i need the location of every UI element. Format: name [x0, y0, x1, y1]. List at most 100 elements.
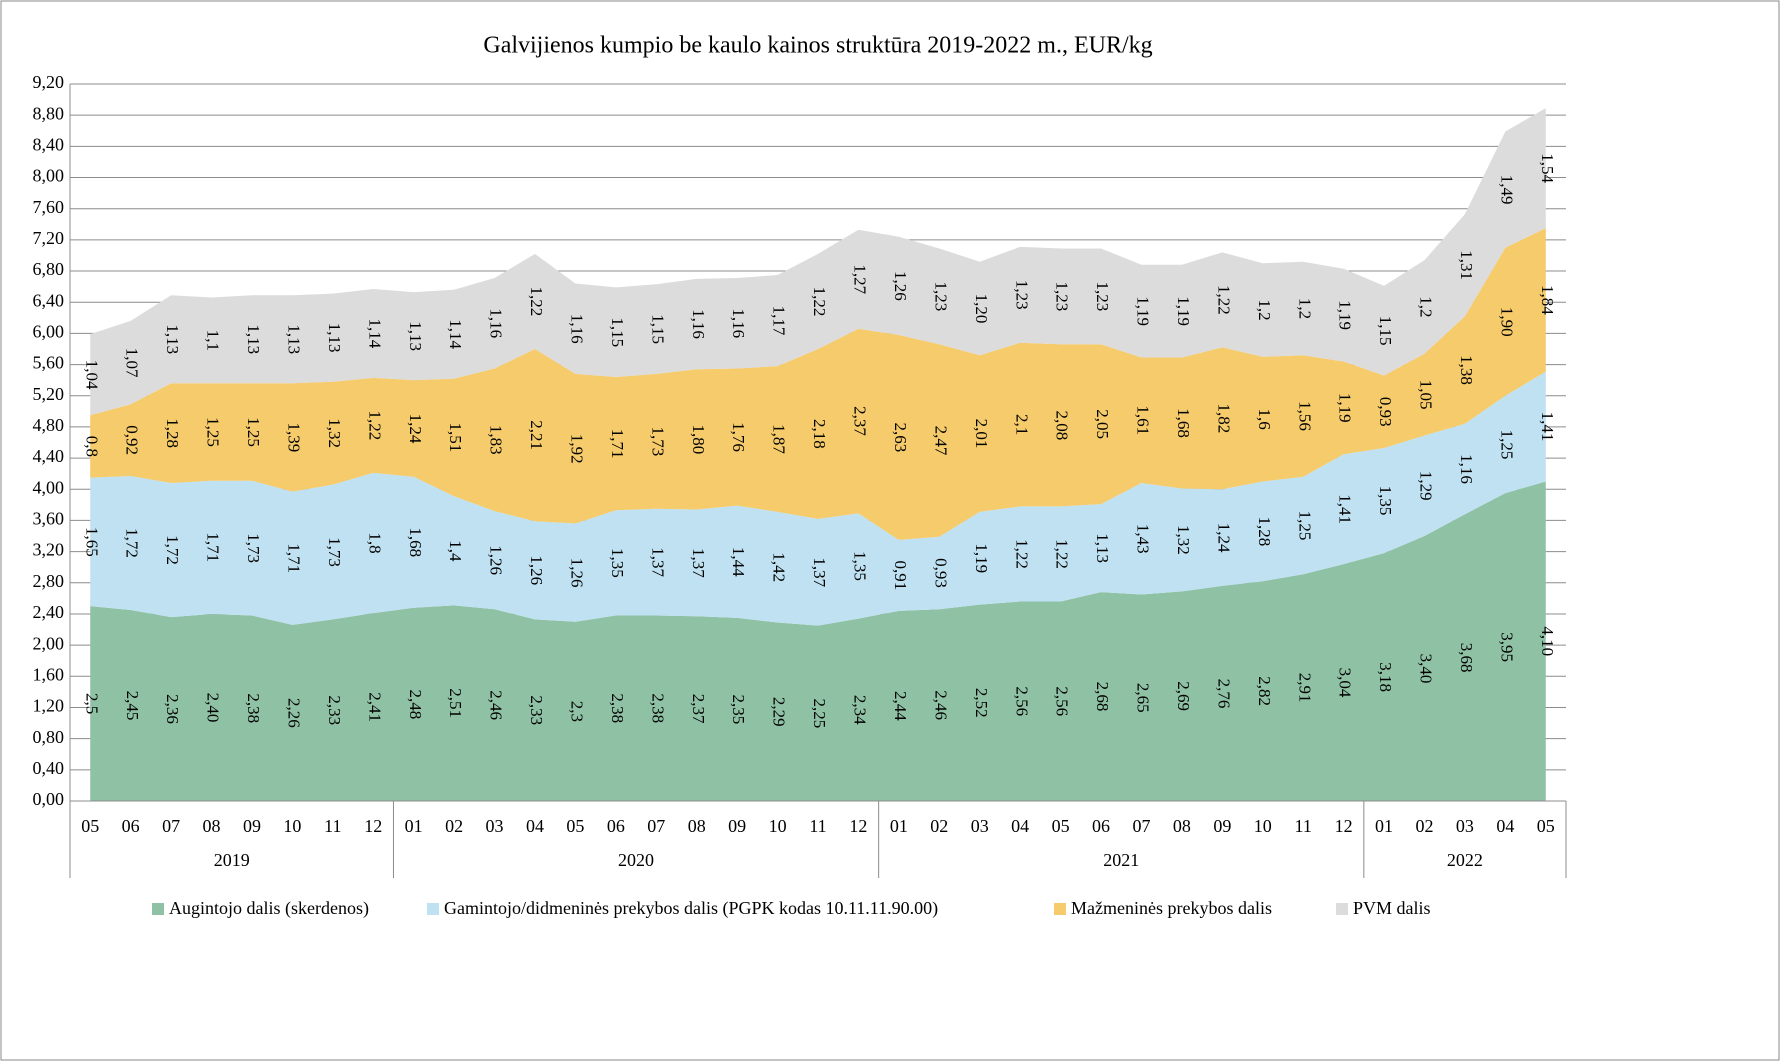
data-label: 1,15: [648, 314, 667, 344]
legend-label: Augintojo dalis (skerdenos): [169, 898, 369, 919]
y-tick-label: 4,40: [33, 446, 65, 466]
x-tick-label: 11: [1295, 816, 1312, 836]
x-tick-label: 05: [81, 816, 99, 836]
data-label: 1,14: [365, 319, 384, 349]
data-label: 1,19: [1336, 300, 1355, 330]
data-label: 2,3: [567, 701, 586, 722]
data-label: 1,41: [1538, 412, 1557, 442]
data-label: 1,8: [365, 532, 384, 553]
legend-swatch: [1054, 903, 1066, 915]
data-label: 1,71: [204, 532, 223, 562]
data-label: 1,19: [1134, 296, 1153, 326]
data-label: 1,42: [770, 552, 789, 582]
data-label: 2,44: [891, 691, 910, 721]
data-label: 2,69: [1174, 681, 1193, 711]
y-tick-label: 5,60: [33, 353, 65, 373]
x-tick-label: 08: [688, 816, 706, 836]
data-label: 1,23: [1012, 280, 1031, 310]
data-label: 3,18: [1376, 662, 1395, 692]
x-tick-label: 11: [324, 816, 341, 836]
data-label: 1,15: [1376, 316, 1395, 346]
y-tick-label: 7,20: [33, 228, 65, 248]
y-tick-label: 2,00: [33, 633, 65, 653]
x-tick-label: 03: [1456, 816, 1474, 836]
data-label: 2,56: [1053, 686, 1072, 716]
data-label: 1,54: [1538, 153, 1557, 183]
x-tick-label: 01: [1375, 816, 1393, 836]
data-label: 1,73: [325, 537, 344, 567]
data-label: 1,68: [406, 527, 425, 557]
data-label: 1,35: [608, 548, 627, 578]
data-label: 1,6: [1255, 408, 1274, 429]
x-tick-label: 01: [890, 816, 908, 836]
data-label: 1,28: [163, 418, 182, 448]
y-tick-label: 7,60: [33, 197, 65, 217]
data-label: 1,25: [1497, 430, 1516, 460]
y-tick-label: 1,20: [33, 696, 65, 716]
data-label: 2,47: [931, 426, 950, 456]
x-tick-label: 09: [1213, 816, 1231, 836]
data-label: 1,26: [567, 558, 586, 588]
data-label: 1,72: [163, 535, 182, 565]
data-label: 1,26: [487, 545, 506, 575]
data-label: 1,22: [1214, 285, 1233, 315]
data-label: 1,16: [1457, 454, 1476, 484]
data-label: 1,2: [1295, 298, 1314, 319]
data-label: 1,37: [648, 547, 667, 577]
x-tick-label: 12: [364, 816, 382, 836]
legend-swatch: [427, 903, 439, 915]
data-label: 1,4: [446, 540, 465, 562]
data-label: 3,04: [1336, 668, 1355, 698]
data-label: 2,65: [1134, 683, 1153, 713]
data-label: 1,20: [972, 294, 991, 324]
data-label: 1,37: [810, 557, 829, 587]
chart-title: Galvijienos kumpio be kaulo kainos struk…: [483, 33, 1152, 59]
y-tick-label: 5,20: [33, 384, 65, 404]
data-label: 1,13: [244, 324, 263, 354]
data-label: 1,51: [446, 423, 465, 453]
data-label: 1,26: [891, 271, 910, 301]
data-label: 1,25: [244, 417, 263, 447]
x-tick-label: 05: [1537, 816, 1555, 836]
y-tick-label: 8,00: [33, 166, 65, 186]
data-label: 1,65: [82, 527, 101, 557]
data-label: 2,26: [284, 698, 303, 728]
data-label: 1,71: [608, 429, 627, 459]
data-label: 1,56: [1295, 401, 1314, 431]
data-label: 1,22: [365, 410, 384, 440]
data-label: 1,28: [1255, 516, 1274, 546]
x-tick-label: 06: [122, 816, 140, 836]
data-label: 2,40: [204, 693, 223, 723]
x-tick-label: 08: [1173, 816, 1191, 836]
x-tick-label: 03: [971, 816, 989, 836]
data-label: 2,82: [1255, 676, 1274, 706]
x-tick-label: 10: [769, 816, 787, 836]
data-label: 1,41: [1336, 494, 1355, 524]
data-label: 1,19: [1336, 393, 1355, 423]
data-label: 1,38: [1457, 355, 1476, 385]
data-label: 0,91: [891, 561, 910, 591]
year-label: 2020: [618, 850, 654, 870]
data-label: 2,46: [487, 690, 506, 720]
data-label: 1,1: [204, 330, 223, 351]
data-label: 1,16: [689, 309, 708, 339]
data-label: 1,22: [1012, 539, 1031, 569]
data-label: 3,40: [1417, 654, 1436, 684]
data-label: 1,15: [608, 317, 627, 347]
data-label: 1,2: [1417, 296, 1436, 317]
y-tick-label: 8,80: [33, 103, 65, 123]
data-label: 2,33: [325, 695, 344, 725]
x-tick-label: 04: [1011, 816, 1029, 836]
data-label: 2,91: [1295, 673, 1314, 703]
y-tick-label: 4,80: [33, 415, 65, 435]
x-tick-label: 08: [203, 816, 221, 836]
area: [90, 108, 1546, 416]
x-tick-label: 02: [1415, 816, 1433, 836]
area: [90, 481, 1546, 801]
data-label: 0,93: [931, 558, 950, 588]
data-label: 2,29: [770, 697, 789, 727]
data-label: 2,18: [810, 419, 829, 449]
data-label: 2,37: [689, 694, 708, 724]
data-label: 1,72: [123, 528, 142, 558]
